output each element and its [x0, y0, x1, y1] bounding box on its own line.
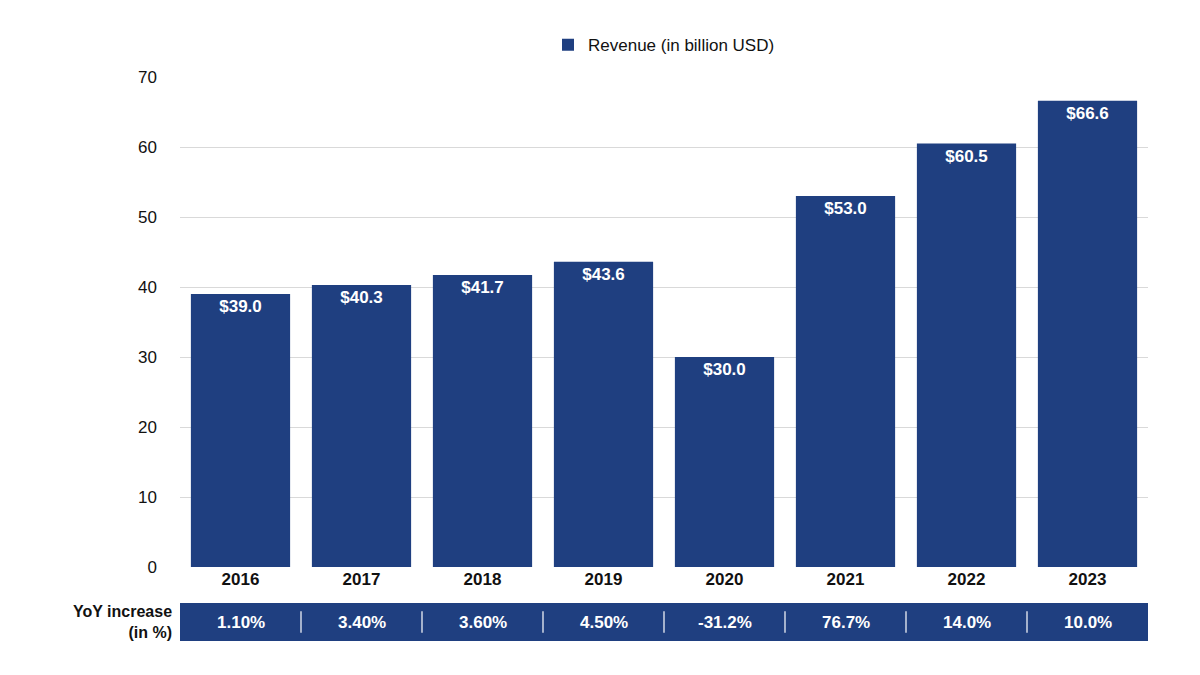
- svg-text:-31.2%: -31.2%: [698, 613, 752, 632]
- svg-text:14.0%: 14.0%: [943, 613, 991, 632]
- svg-text:Revenue (in billion USD): Revenue (in billion USD): [588, 36, 774, 55]
- svg-text:$30.0: $30.0: [703, 360, 746, 379]
- svg-text:2017: 2017: [343, 570, 381, 589]
- svg-text:2020: 2020: [706, 570, 744, 589]
- svg-text:3.40%: 3.40%: [338, 613, 386, 632]
- svg-text:$41.7: $41.7: [461, 278, 504, 297]
- svg-text:$53.0: $53.0: [824, 199, 867, 218]
- svg-text:50: 50: [138, 208, 157, 227]
- svg-text:0: 0: [148, 558, 157, 577]
- svg-text:YoY increase(in %): YoY increase(in %): [73, 603, 172, 641]
- svg-text:2018: 2018: [464, 570, 502, 589]
- svg-text:2022: 2022: [948, 570, 986, 589]
- svg-text:76.7%: 76.7%: [822, 613, 870, 632]
- svg-text:$60.5: $60.5: [945, 147, 988, 166]
- svg-text:$66.6: $66.6: [1066, 104, 1109, 123]
- svg-text:10.0%: 10.0%: [1064, 613, 1112, 632]
- svg-text:$39.0: $39.0: [219, 297, 262, 316]
- svg-text:$40.3: $40.3: [340, 288, 383, 307]
- svg-text:2021: 2021: [827, 570, 865, 589]
- svg-text:60: 60: [138, 138, 157, 157]
- svg-text:$43.6: $43.6: [582, 265, 625, 284]
- svg-text:2019: 2019: [585, 570, 623, 589]
- svg-text:2023: 2023: [1069, 570, 1107, 589]
- svg-text:10: 10: [138, 488, 157, 507]
- svg-text:30: 30: [138, 348, 157, 367]
- svg-text:1.10%: 1.10%: [217, 613, 265, 632]
- svg-text:20: 20: [138, 418, 157, 437]
- svg-text:2016: 2016: [222, 570, 260, 589]
- svg-text:40: 40: [138, 278, 157, 297]
- svg-text:70: 70: [138, 68, 157, 87]
- svg-text:3.60%: 3.60%: [459, 613, 507, 632]
- svg-text:4.50%: 4.50%: [580, 613, 628, 632]
